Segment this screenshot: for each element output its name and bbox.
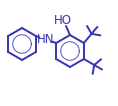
Text: HN: HN [37, 33, 55, 46]
Text: HO: HO [54, 15, 72, 27]
